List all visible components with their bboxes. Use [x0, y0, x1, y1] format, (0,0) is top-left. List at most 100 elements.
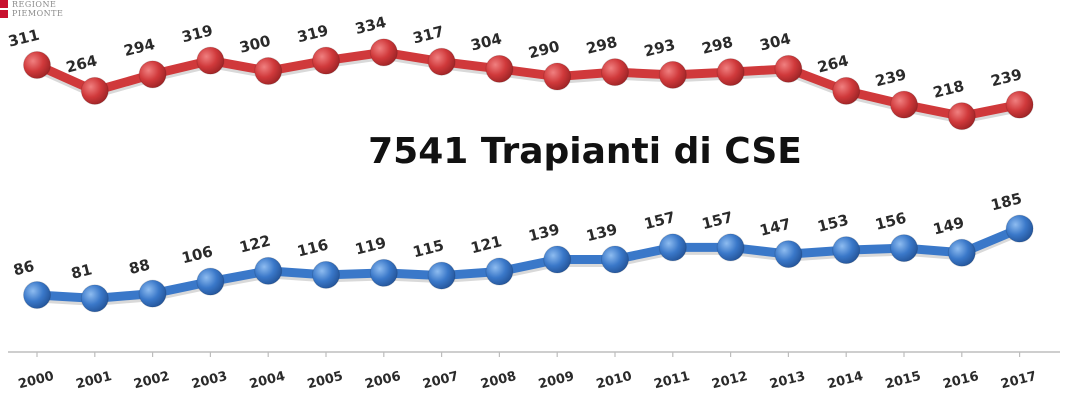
data-label: 157 — [700, 208, 735, 233]
data-label: 139 — [584, 220, 619, 245]
data-point — [832, 236, 861, 265]
data-label: 300 — [238, 32, 273, 57]
data-point — [1005, 90, 1034, 119]
data-label: 304 — [469, 29, 504, 54]
x-tick-label: 2013 — [768, 369, 807, 392]
data-point — [485, 257, 514, 286]
x-tick-label: 2017 — [999, 369, 1038, 392]
data-point — [658, 60, 687, 89]
data-label: 149 — [931, 213, 966, 238]
data-label: 290 — [527, 37, 562, 62]
x-tick-label: 2003 — [190, 369, 229, 392]
data-label: 115 — [411, 236, 446, 261]
data-label: 311 — [6, 26, 41, 51]
x-tick-label: 2014 — [826, 369, 865, 392]
x-tick-label: 2011 — [653, 369, 692, 392]
x-tick-label: 2005 — [306, 369, 345, 392]
data-point — [427, 47, 456, 76]
data-label: 264 — [64, 51, 99, 76]
data-label: 293 — [642, 36, 677, 61]
data-label: 298 — [700, 33, 735, 58]
logo-mark-icon — [0, 0, 8, 8]
data-point — [196, 46, 225, 75]
data-label: 304 — [758, 29, 793, 54]
data-point — [369, 258, 398, 287]
data-label: 319 — [295, 21, 330, 46]
data-point — [716, 233, 745, 262]
data-point — [23, 281, 51, 309]
data-point — [658, 233, 687, 262]
data-point — [832, 76, 861, 105]
logo-line-1: REGIONE — [12, 0, 57, 9]
series-group: 311 264 294 319 300 319 334 317 304 290 298 293 298 3… — [6, 13, 1034, 313]
data-point — [312, 260, 340, 289]
x-tick-label: 2015 — [884, 369, 923, 392]
data-point — [196, 267, 225, 296]
data-label: 294 — [122, 35, 157, 60]
data-label: 106 — [180, 242, 215, 267]
data-label: 88 — [127, 256, 152, 279]
data-point — [254, 256, 283, 285]
x-tick-label: 2001 — [75, 369, 114, 392]
data-label: 157 — [642, 208, 677, 233]
data-label: 86 — [11, 257, 36, 280]
data-label: 156 — [873, 209, 908, 234]
data-point — [716, 58, 745, 87]
data-point — [369, 38, 398, 67]
data-point — [543, 245, 572, 274]
data-point — [601, 245, 629, 274]
data-point — [890, 234, 918, 263]
series-line — [32, 47, 1025, 121]
data-label: 317 — [411, 22, 446, 47]
series-blue: 86 81 88 106 122 116 119 115 121 139 139 157 157 147 1… — [11, 189, 1034, 313]
data-point — [427, 261, 456, 290]
x-tick-label: 2008 — [479, 369, 518, 392]
data-label: 121 — [469, 232, 504, 257]
logo-mark-icon — [0, 10, 8, 18]
data-point — [23, 51, 51, 79]
data-label: 264 — [816, 51, 851, 76]
x-axis: 2000 2001 2002 2003 2004 2005 2006 2007 2008 2009… — [8, 351, 1060, 392]
data-label: 319 — [180, 21, 215, 46]
x-tick-label: 2006 — [364, 369, 403, 392]
x-tick-label: 2016 — [942, 369, 981, 392]
data-point — [80, 76, 109, 105]
data-label: 116 — [295, 236, 330, 261]
chart-title: 7541 Trapianti di CSE — [368, 131, 802, 172]
data-point — [543, 62, 572, 91]
data-label: 153 — [816, 211, 851, 236]
data-point — [138, 60, 167, 89]
logo-line-2: PIEMONTE — [12, 9, 64, 18]
data-point — [312, 46, 340, 75]
data-point — [947, 238, 976, 267]
data-label: 239 — [873, 65, 908, 90]
data-point — [1005, 214, 1034, 243]
x-tick-label: 2002 — [132, 369, 171, 392]
data-point — [138, 279, 167, 308]
region-logo: REGIONE PIEMONTE — [0, 0, 120, 22]
data-label: 139 — [527, 220, 562, 245]
data-point — [254, 57, 283, 86]
data-label: 298 — [584, 33, 619, 58]
series-red: 311 264 294 319 300 319 334 317 304 290 298 293 298 3… — [6, 13, 1034, 131]
data-label: 218 — [931, 77, 966, 102]
x-tick-label: 2009 — [537, 369, 576, 392]
x-tick-label: 2010 — [595, 369, 634, 392]
data-label: 334 — [353, 13, 388, 38]
x-tick-label: 2004 — [248, 369, 287, 392]
x-tick-label: 2000 — [17, 369, 56, 392]
data-point — [774, 240, 803, 269]
data-point — [947, 102, 976, 131]
data-label: 147 — [758, 215, 793, 240]
data-label: 122 — [238, 232, 273, 257]
data-point — [890, 90, 918, 119]
data-label: 119 — [353, 234, 388, 259]
data-label: 239 — [989, 65, 1024, 90]
x-tick-label: 2012 — [710, 369, 749, 392]
data-label: 81 — [69, 260, 94, 283]
data-point — [80, 284, 109, 313]
data-point — [601, 58, 629, 87]
data-point — [774, 54, 803, 83]
data-point — [485, 54, 514, 83]
